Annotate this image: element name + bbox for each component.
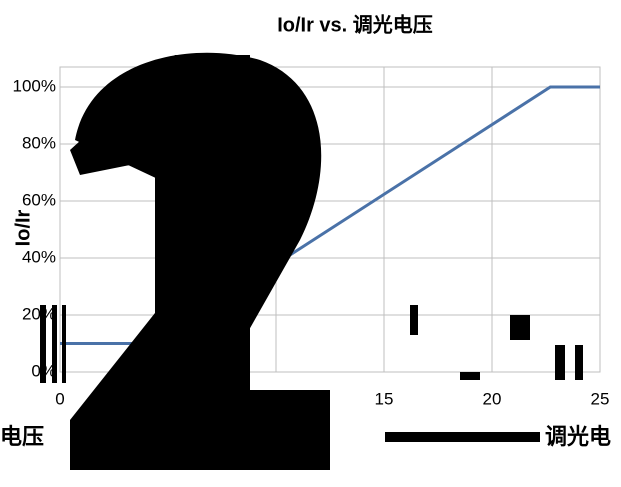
annotation: 电压	[0, 424, 44, 449]
x-tick-label: 0	[55, 389, 64, 408]
y-tick-label: 20%	[22, 304, 56, 323]
overlay	[40, 52, 583, 470]
bar-block	[510, 315, 530, 340]
bar-block	[385, 432, 540, 442]
y-tick-label: 100%	[13, 76, 56, 95]
bar-block	[40, 305, 46, 383]
bar-block	[410, 305, 418, 335]
y-tick-label: 80%	[22, 133, 56, 152]
bar-block	[575, 345, 583, 380]
glyph-two	[70, 52, 330, 470]
data-line	[60, 85, 600, 345]
x-tick-label: 20	[483, 389, 502, 408]
chart-title: Io/Ir vs. 调光电压	[277, 13, 433, 36]
x-tick-label: 25	[591, 389, 610, 408]
y-tick-label: 60%	[22, 190, 56, 209]
bar-block	[62, 305, 66, 383]
y-tick-label: 40%	[22, 247, 56, 266]
bar-block	[555, 345, 565, 380]
y-axis-label: Io/Ir	[12, 209, 34, 246]
bar-block	[460, 372, 480, 380]
x-tick-label: 15	[375, 389, 394, 408]
bar-block	[52, 305, 57, 383]
annotation: 调光电	[545, 424, 611, 449]
